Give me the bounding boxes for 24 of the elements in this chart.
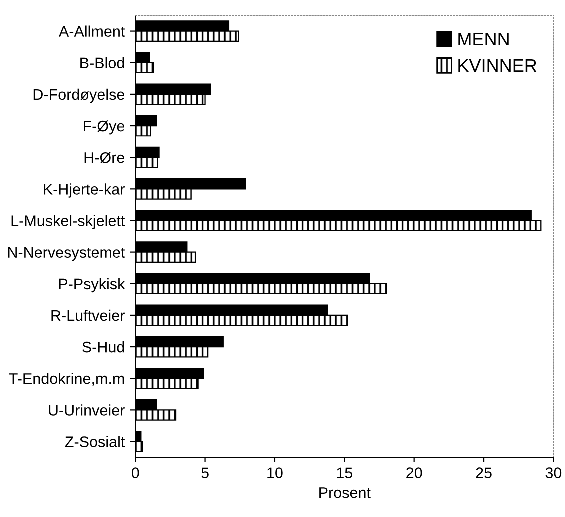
y-tick-label: R-Luftveier [52,310,125,322]
x-axis-title: Prosent [320,488,371,498]
y-tick-label: S-Hud [82,342,124,353]
legend-label: KVINNER [458,60,537,72]
x-tick-label: 20 [406,468,422,478]
y-tick-label: D-Fordøyelse [34,88,125,104]
x-tick-label: 0 [132,468,140,478]
y-tick-label: H-Øre [84,152,125,164]
x-tick-label: 10 [268,468,283,478]
legend-label: MENN [458,33,509,46]
x-tick-label: 5 [202,468,209,478]
x-tick-label: 25 [476,468,492,478]
y-tick-label: U-Urinveier [49,404,125,416]
y-tick-label: F-Øye [84,120,125,135]
y-tick-label: N-Nervesystemet [8,247,126,262]
x-tick-label: 30 [546,468,562,478]
y-tick-label: P-Psykisk [59,278,126,293]
y-tick-label: K-Hjerte-kar [44,184,125,198]
y-tick-label: T-Endokrine,m.m [9,373,124,386]
y-tick-label: Z-Sosialt [65,436,126,448]
x-tick-label: 15 [337,468,353,478]
y-tick-label: L-Muskel-skjelett [12,215,126,230]
y-tick-label: B-Blod [80,57,124,69]
y-tick-label: A-Allment [58,26,126,37]
